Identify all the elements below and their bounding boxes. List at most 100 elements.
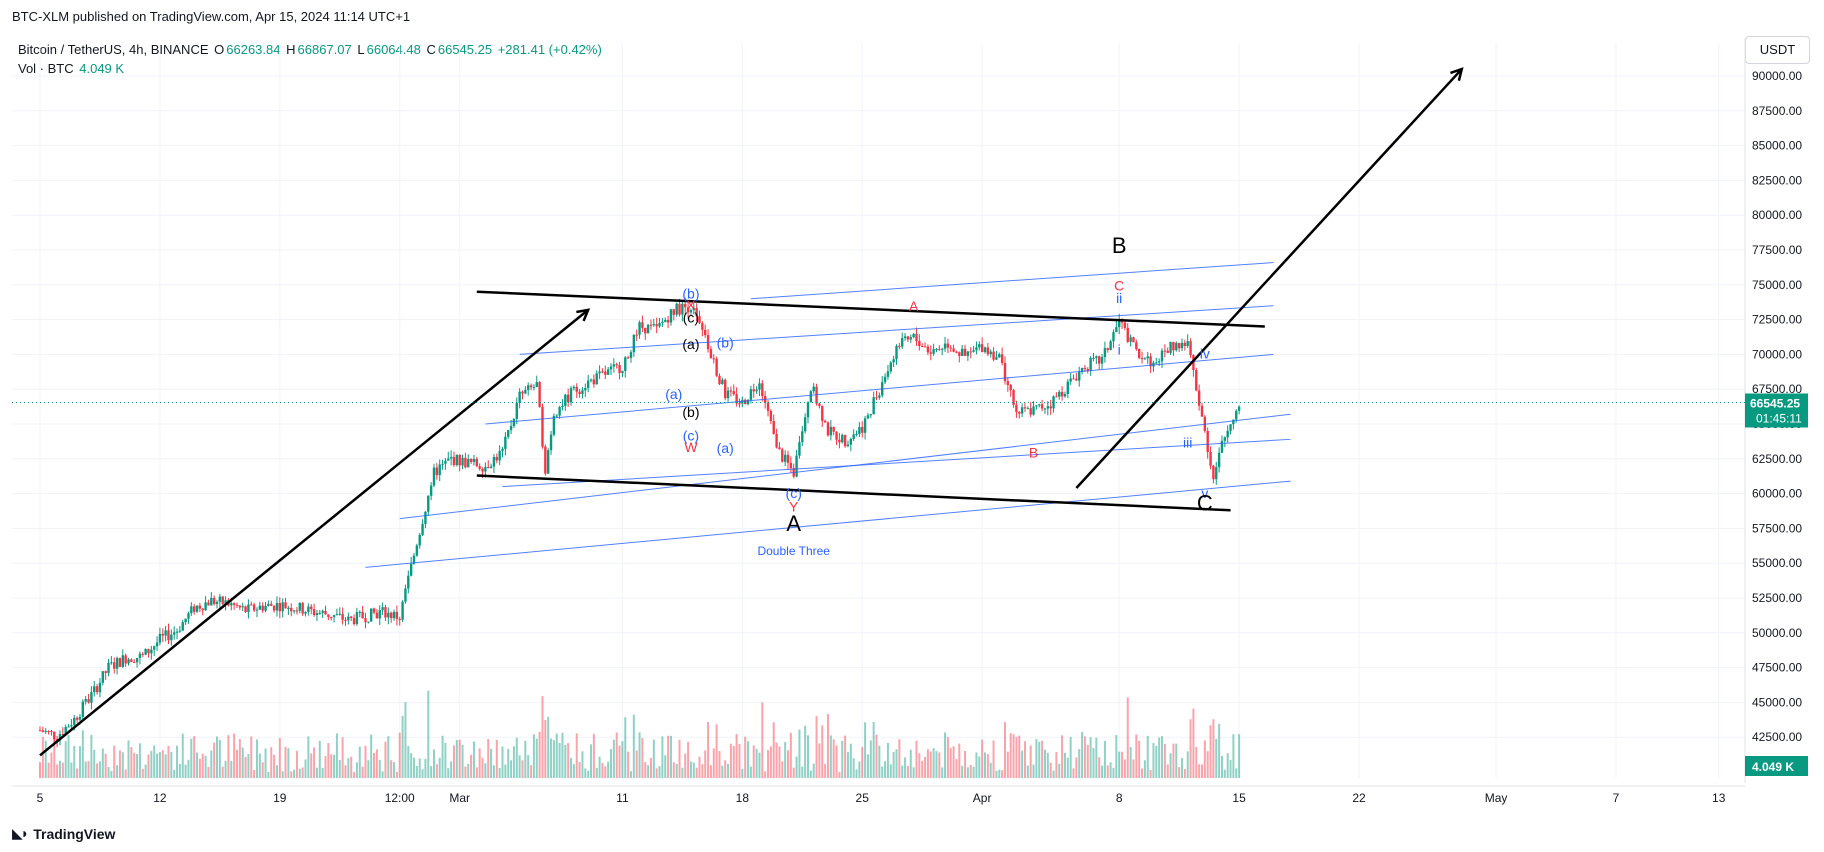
volume-label[interactable]: Vol · BTC (18, 61, 74, 76)
volume-bar (667, 735, 670, 778)
volume-bar (470, 754, 473, 778)
volume-bar (955, 758, 958, 778)
volume-bar (361, 766, 364, 778)
candle-body (1100, 357, 1104, 364)
volume-bar (1200, 764, 1203, 778)
candle-body (1015, 404, 1018, 412)
volume-bar (578, 762, 581, 778)
candle-body (287, 607, 290, 609)
candle-body (669, 309, 673, 323)
volume-bar (1032, 764, 1035, 778)
volume-bar (561, 732, 564, 778)
volume-bar (1172, 743, 1175, 778)
volume-bar (1035, 739, 1038, 778)
volume-bar (1066, 757, 1069, 778)
volume-bar (581, 751, 584, 778)
volume-bar (721, 765, 724, 778)
candle-body (198, 605, 202, 609)
candle-body (1175, 343, 1178, 351)
time-axis: 5 12 19 12:00 Mar 11 18 25 Apr 8 15 22 May 7 13 (12, 785, 1745, 805)
candle-body (803, 417, 807, 432)
candle-body (498, 450, 501, 461)
volume-bar (173, 769, 176, 778)
candle-body (835, 431, 838, 440)
volume-bar (58, 760, 61, 778)
brand[interactable]: ◣◗ TradingView (12, 825, 115, 842)
volume-bar (452, 745, 455, 778)
candle-body (1212, 465, 1215, 480)
volume-bar (989, 762, 992, 778)
volume-bar (310, 753, 313, 778)
volume-bar (1098, 757, 1101, 778)
volume-bar (313, 747, 316, 778)
candle-body (918, 341, 921, 347)
volume-bar (1166, 764, 1169, 778)
wave-label: (a) (717, 440, 734, 456)
close-label: C (426, 42, 436, 57)
candle-body (726, 390, 730, 399)
y-tick-label: 42500.00 (1752, 730, 1802, 744)
volume-bar (892, 751, 895, 778)
candle-body (1012, 390, 1015, 405)
volume-bar (47, 762, 50, 778)
candle-body (621, 370, 624, 373)
candle-body (221, 596, 224, 604)
candle-body (1049, 406, 1052, 409)
volume-bar (478, 748, 481, 778)
published-line: BTC-XLM published on TradingView.com, Ap… (12, 9, 411, 24)
wave-label: iv (1200, 346, 1210, 362)
volume-bar (649, 757, 652, 778)
volume-bar (1135, 734, 1138, 778)
candle-body (1223, 437, 1227, 441)
candle-body (980, 344, 984, 353)
volume-bar (584, 768, 587, 778)
volume-bar (835, 745, 838, 778)
volume-bar (375, 749, 378, 778)
candle-body (849, 438, 853, 445)
symbol-name[interactable]: Bitcoin / TetherUS, 4h, BINANCE (18, 42, 209, 57)
candle-body (898, 345, 901, 347)
wave-label: (a) (682, 336, 699, 352)
candle-body (1220, 440, 1224, 453)
volume-bar (564, 745, 567, 778)
volume-bar (678, 739, 681, 778)
candle-body (1058, 391, 1061, 397)
currency-button[interactable]: USDT (1745, 36, 1810, 64)
high-value: 66867.07 (297, 42, 352, 57)
candle-body (632, 334, 636, 353)
candle-body (458, 454, 461, 466)
candle-body (832, 426, 835, 432)
wave-label: iii (1183, 435, 1192, 451)
volume-bar (1106, 765, 1109, 778)
volume-bar (727, 763, 730, 778)
candle-body (1155, 362, 1158, 364)
candle-body (872, 397, 875, 415)
candle-body (875, 397, 878, 399)
y-tick-label: 45000.00 (1752, 695, 1802, 709)
candle-body (932, 349, 935, 354)
candle-body (838, 439, 841, 443)
candle-body (67, 726, 70, 728)
candle-body (378, 610, 381, 619)
volume-bar (481, 757, 484, 778)
volume-bar (475, 767, 478, 778)
volume-bar (864, 722, 867, 778)
candle-body (926, 346, 930, 353)
candle-body (912, 333, 915, 338)
volume-bar (821, 725, 824, 778)
volume-bar (518, 755, 521, 778)
candle-body (267, 603, 270, 606)
volume-bar (93, 749, 96, 778)
volume-bar (829, 735, 832, 778)
candle-body (352, 617, 356, 625)
volume-bar (592, 733, 595, 778)
candle-body (998, 354, 1001, 358)
volume-bar (281, 771, 284, 778)
candle-body (70, 725, 73, 727)
volume-bar (926, 749, 929, 778)
candle-body (732, 391, 735, 395)
candle-body (521, 391, 524, 394)
trend-line (476, 474, 1231, 512)
volume-bar (550, 738, 553, 778)
